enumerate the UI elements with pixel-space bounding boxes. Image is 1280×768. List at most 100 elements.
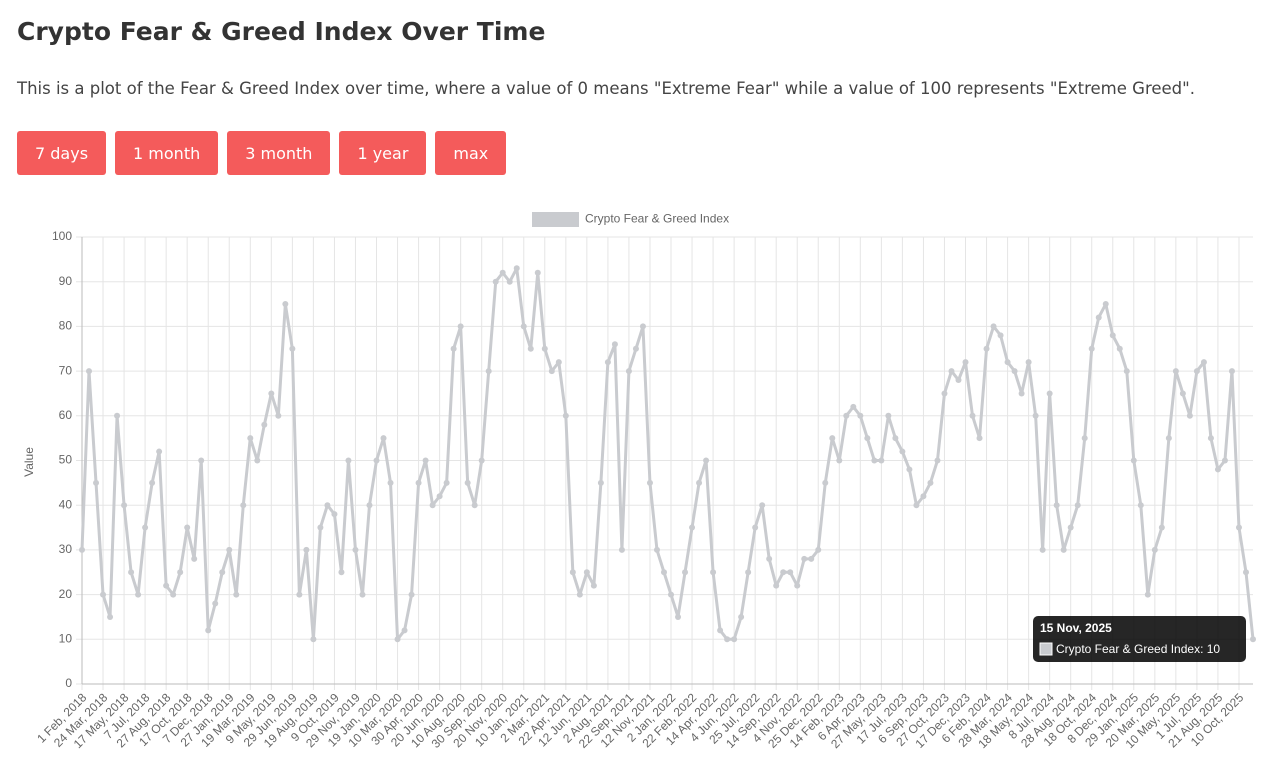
data-point xyxy=(1095,314,1102,321)
data-point xyxy=(990,323,997,330)
data-point xyxy=(962,359,969,366)
description: This is a plot of the Fear & Greed Index… xyxy=(17,79,1195,98)
data-point xyxy=(429,502,436,509)
data-point xyxy=(948,368,955,375)
y-tick-label: 80 xyxy=(59,319,73,333)
data-point xyxy=(443,479,450,486)
data-point xyxy=(289,345,296,352)
data-point xyxy=(338,569,345,576)
y-tick-label: 40 xyxy=(59,497,73,511)
data-point xyxy=(899,448,906,455)
data-point xyxy=(1144,591,1151,598)
data-point xyxy=(485,368,492,375)
data-point xyxy=(759,502,766,509)
data-point xyxy=(79,546,85,553)
data-point xyxy=(114,412,121,419)
data-point xyxy=(520,323,527,330)
data-point xyxy=(913,502,920,509)
data-point xyxy=(780,569,787,576)
data-point xyxy=(646,479,653,486)
data-point xyxy=(906,466,913,473)
data-point xyxy=(268,390,275,397)
data-point xyxy=(590,582,597,589)
data-point xyxy=(632,345,639,352)
data-point xyxy=(457,323,464,330)
data-point xyxy=(387,479,394,486)
data-point xyxy=(240,502,247,509)
data-point xyxy=(1018,390,1025,397)
data-point xyxy=(548,368,555,375)
y-tick-label: 10 xyxy=(59,631,73,645)
y-tick-label: 70 xyxy=(59,363,73,377)
chart: Value Crypto Fear & Greed Index 0 10 20 30 40… xyxy=(22,212,1256,751)
y-tick-label: 30 xyxy=(59,542,73,556)
data-point xyxy=(738,613,745,620)
data-point xyxy=(689,524,696,531)
page-title: Crypto Fear & Greed Index Over Time xyxy=(17,17,546,46)
data-point xyxy=(1046,390,1053,397)
data-point xyxy=(787,569,794,576)
data-point xyxy=(1074,502,1081,509)
data-point xyxy=(366,502,373,509)
data-point xyxy=(1228,368,1235,375)
data-point xyxy=(1067,524,1074,531)
data-point xyxy=(1032,412,1039,419)
data-point xyxy=(121,502,128,509)
data-point xyxy=(1221,457,1228,464)
range-buttons: 7 days 1 month 3 month 1 year max xyxy=(17,131,507,175)
data-point xyxy=(436,493,443,500)
data-point xyxy=(296,591,303,598)
data-point xyxy=(969,412,976,419)
range-button[interactable]: 3 month xyxy=(227,131,331,175)
data-point xyxy=(233,591,240,598)
data-point xyxy=(1025,359,1032,366)
data-point xyxy=(149,479,156,486)
data-point xyxy=(801,555,808,562)
data-point xyxy=(1123,368,1130,375)
range-button[interactable]: max xyxy=(435,131,507,175)
legend-swatch xyxy=(532,212,579,227)
data-point xyxy=(254,457,261,464)
data-point xyxy=(310,636,317,643)
data-point xyxy=(745,569,752,576)
data-point xyxy=(163,582,170,589)
data-point xyxy=(576,591,583,598)
data-point xyxy=(184,524,191,531)
y-tick-label: 100 xyxy=(52,229,72,243)
data-point xyxy=(1011,368,1018,375)
data-point xyxy=(569,569,576,576)
data-point xyxy=(597,479,604,486)
data-point xyxy=(1235,524,1242,531)
range-button[interactable]: 7 days xyxy=(17,131,107,175)
data-point xyxy=(1200,359,1207,366)
data-point xyxy=(177,569,184,576)
data-point xyxy=(1165,435,1172,442)
data-point xyxy=(499,269,506,276)
data-point xyxy=(212,600,219,607)
data-point xyxy=(878,457,885,464)
data-point xyxy=(710,569,717,576)
data-point xyxy=(1186,412,1193,419)
range-button[interactable]: 1 year xyxy=(339,131,427,175)
data-point xyxy=(450,345,457,352)
data-point xyxy=(86,368,93,375)
data-point xyxy=(997,332,1004,339)
data-point xyxy=(927,479,934,486)
data-point xyxy=(822,479,829,486)
data-point xyxy=(408,591,415,598)
data-point xyxy=(128,569,135,576)
data-point xyxy=(1151,546,1158,553)
data-point xyxy=(1060,546,1067,553)
y-tick-label: 60 xyxy=(59,408,73,422)
data-point xyxy=(324,502,331,509)
data-point xyxy=(261,421,268,428)
data-point xyxy=(752,524,759,531)
data-point xyxy=(1039,546,1046,553)
y-axis-label: Value xyxy=(22,447,36,477)
data-point xyxy=(1242,569,1249,576)
data-point xyxy=(857,412,864,419)
y-tick-label: 50 xyxy=(59,453,73,467)
range-button[interactable]: 1 month xyxy=(115,131,219,175)
data-point xyxy=(983,345,990,352)
